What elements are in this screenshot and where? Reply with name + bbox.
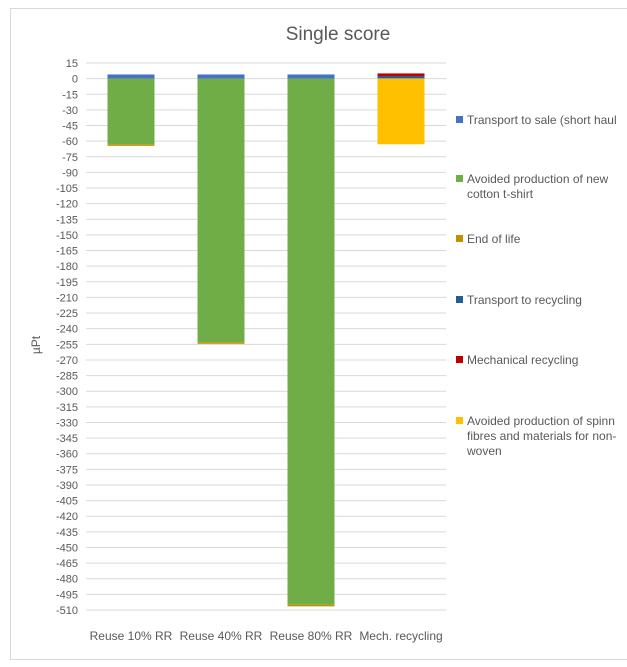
y-tick-label: -210 [56,292,78,304]
y-tick-label: -255 [56,339,78,351]
x-category-label: Reuse 10% RR [90,629,173,643]
y-tick-label: -465 [56,558,78,570]
legend-swatch [456,235,463,242]
bar-segment [287,78,335,605]
y-tick-label: -495 [56,589,78,601]
legend-swatch [456,356,463,363]
y-tick-label: -195 [56,277,78,289]
y-tick-label: -330 [56,417,78,429]
chart-title: Single score [286,24,391,45]
y-tick-label: -285 [56,371,78,383]
x-category-label: Reuse 80% RR [270,629,353,643]
legend-label: Transport to sale (short haul [467,113,617,127]
y-tick-label: -420 [56,511,78,523]
y-tick-label: -390 [56,480,78,492]
x-category-label: Mech. recycling [359,629,442,643]
y-tick-label: -30 [62,105,78,117]
bar-segment [197,74,245,79]
y-tick-label: -240 [56,324,78,336]
y-axis-title: µPt [29,335,43,354]
legend-swatch [456,296,463,303]
bar-segment [287,74,335,79]
legend-swatch [456,116,463,123]
y-tick-label: -360 [56,449,78,461]
y-tick-label: -180 [56,261,78,273]
y-tick-label: -60 [62,136,78,148]
legend: Transport to sale (short haul Avoided pro… [456,113,617,458]
legend-label: Mechanical recycling [467,353,578,367]
legend-label: Avoided production of spinn [467,414,615,428]
legend-swatch [456,175,463,182]
bars [107,73,425,607]
y-tick-label: -120 [56,199,78,211]
y-tick-label: -450 [56,542,78,554]
y-tick-label: -345 [56,433,78,445]
y-tick-label: -435 [56,527,78,539]
y-tick-label: -375 [56,464,78,476]
y-tick-label: -225 [56,308,78,320]
y-tick-label: -45 [62,121,78,133]
y-tick-label: -270 [56,355,78,367]
x-category-label: Reuse 40% RR [180,629,263,643]
y-tick-label: -105 [56,183,78,195]
y-tick-label: -315 [56,402,78,414]
bar-segment [197,342,245,344]
y-tick-label: -135 [56,214,78,226]
y-tick-label: -405 [56,496,78,508]
x-axis-labels: Reuse 10% RR Reuse 40% RR Reuse 80% RR Mech… [90,629,443,643]
legend-swatch [456,417,463,424]
legend-label: Transport to recycling [467,293,582,307]
y-tick-label: -75 [62,152,78,164]
bar-segment [197,78,245,343]
bar-segment [377,73,425,77]
bar-segment [107,144,155,146]
legend-label: woven [466,444,502,458]
bar-segment [287,604,335,607]
legend-label: fibres and materials for non- [467,429,616,443]
y-tick-label: -90 [62,167,78,179]
y-tick-label: -15 [62,89,78,101]
y-tick-label: 0 [72,74,78,86]
y-tick-label: -510 [56,605,78,617]
y-tick-label: -480 [56,574,78,586]
bar-segment [107,78,155,145]
legend-label: Avoided production of new [467,172,609,186]
y-tick-label: -300 [56,386,78,398]
y-tick-label: -150 [56,230,78,242]
bar-segment [377,78,425,79]
legend-label: cotton t-shirt [467,187,534,201]
bar-segment [377,76,425,79]
legend-label: End of life [467,232,521,246]
y-tick-label: -165 [56,246,78,258]
y-tick-label: 15 [66,58,78,70]
y-axis-ticks: 15 0 -15 -30 -45 -60 -75 -90 -105 -120 -135 -150 -16… [56,58,78,617]
bar-segment [377,78,425,145]
bar-segment [107,74,155,79]
